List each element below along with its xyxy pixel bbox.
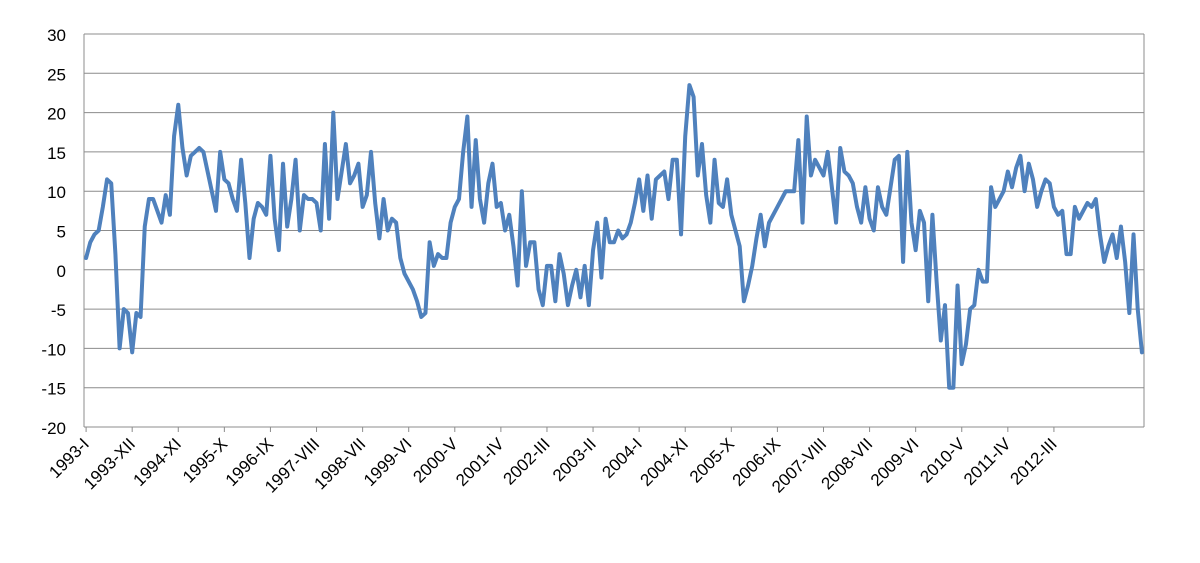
axes — [83, 34, 1145, 427]
y-tick-label: -10 — [41, 340, 66, 359]
gridlines — [84, 33, 1144, 428]
series-layer — [84, 83, 1144, 390]
y-tick-label: 5 — [57, 223, 66, 242]
y-tick-label: 0 — [57, 262, 66, 281]
y-tick-label: -20 — [41, 419, 66, 438]
y-tick-label: 10 — [47, 183, 66, 202]
y-tick-label: 30 — [47, 26, 66, 45]
series-line — [84, 83, 1144, 390]
y-tick-label: 25 — [47, 65, 66, 84]
y-tick-label: -15 — [41, 380, 66, 399]
y-tick-label: 20 — [47, 105, 66, 124]
y-axis-tick-labels: -20 -15 -10 -5 0 5 10 15 20 25 30 — [41, 26, 66, 438]
y-tick-label: 15 — [47, 144, 66, 163]
y-tick-label: -5 — [51, 301, 66, 320]
